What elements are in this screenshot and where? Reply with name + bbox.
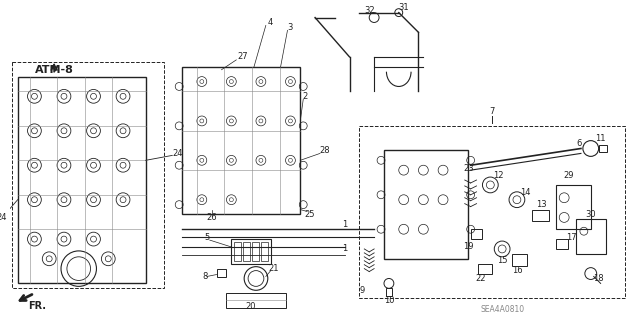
Text: 31: 31 [398,3,409,12]
Text: 5: 5 [204,233,209,241]
Text: 32: 32 [364,6,374,15]
Text: 16: 16 [511,266,522,275]
Bar [576,219,605,254]
Bar [384,151,468,259]
Text: 30: 30 [586,210,596,219]
Bar [232,239,271,264]
Text: 22: 22 [476,274,486,283]
Bar [360,126,625,298]
Text: 2: 2 [303,92,308,101]
Bar [477,264,492,274]
Text: 25: 25 [305,210,316,219]
Text: 23: 23 [463,164,474,173]
Text: 29: 29 [564,171,574,180]
Bar [18,77,146,283]
Text: 11: 11 [595,134,606,143]
Bar [234,242,241,261]
Text: 19: 19 [463,242,474,251]
Text: 14: 14 [520,188,531,197]
Bar [556,239,568,249]
Bar [243,242,250,261]
Text: 21: 21 [268,264,279,273]
Text: 27: 27 [238,52,248,62]
Text: 12: 12 [493,171,504,180]
Bar [227,293,285,308]
Text: 18: 18 [593,274,604,283]
Bar [216,269,227,277]
Bar [12,62,164,288]
Text: 7: 7 [490,107,495,115]
Bar [470,229,483,239]
Text: FR.: FR. [28,301,46,311]
Text: 13: 13 [536,200,547,209]
Text: 10: 10 [383,296,394,305]
Text: 24: 24 [0,213,7,222]
Text: 28: 28 [319,146,330,155]
Text: 20: 20 [246,301,256,311]
Text: 3: 3 [288,23,293,32]
Text: 1: 1 [342,220,348,229]
Text: 4: 4 [268,18,273,27]
Text: 17: 17 [566,233,577,241]
Bar [512,254,527,266]
Bar [556,185,591,229]
Text: SEA4A0810: SEA4A0810 [480,306,524,315]
Text: 8: 8 [202,272,207,281]
Bar [386,288,392,296]
Text: 24: 24 [172,149,182,158]
Bar [598,145,607,152]
Text: ATM-8: ATM-8 [35,65,74,75]
Bar [532,210,549,221]
Text: 26: 26 [206,213,217,222]
Text: 6: 6 [576,139,582,148]
Text: 15: 15 [497,256,508,265]
Text: 9: 9 [360,286,365,295]
Bar [261,242,268,261]
Bar [182,67,300,214]
Text: 1: 1 [342,244,348,253]
Bar [252,242,259,261]
